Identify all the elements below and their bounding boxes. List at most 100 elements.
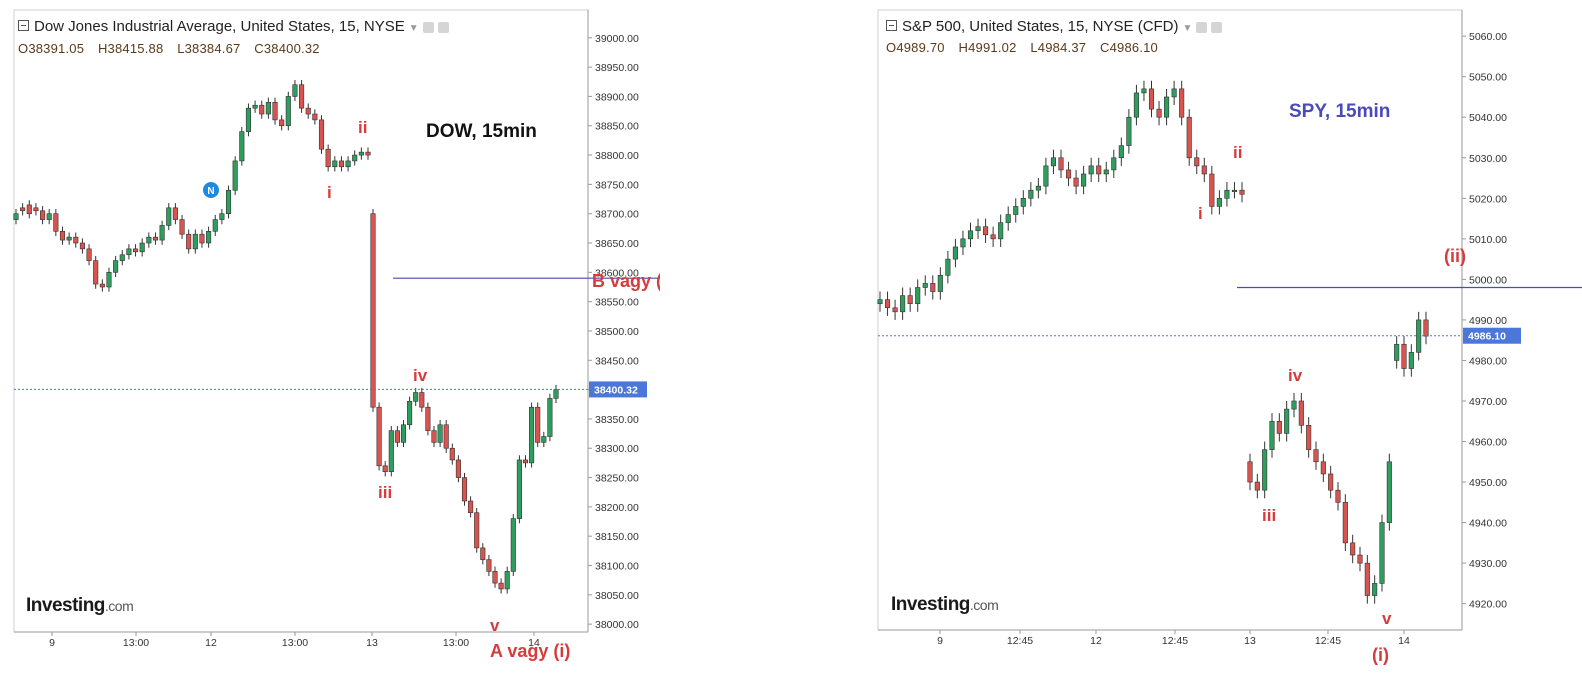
candle-body <box>233 161 238 190</box>
candle-body <box>377 407 382 466</box>
candle-body <box>306 108 311 114</box>
candle-body <box>1277 421 1282 433</box>
candle-body <box>1306 425 1311 449</box>
high-value: 4991.02 <box>968 40 1016 55</box>
x-tick-label: 12:45 <box>1007 635 1033 647</box>
candle-body <box>240 132 245 161</box>
candle-body <box>523 460 528 463</box>
y-tick-label: 38300.00 <box>595 443 639 455</box>
candle-body <box>1248 462 1253 482</box>
chevron-down-icon[interactable]: ▼ <box>409 23 419 34</box>
collapse-icon[interactable] <box>18 20 29 31</box>
y-tick-label: 38550.00 <box>595 297 639 309</box>
y-tick-label: 5050.00 <box>1469 72 1507 84</box>
settings-icon[interactable] <box>1196 22 1207 33</box>
candle-body <box>107 272 112 287</box>
logo-suffix: .com <box>970 597 998 613</box>
candle-body <box>1157 109 1162 117</box>
spx-chart[interactable]: 5060.00 5050.00 5040.00 5030.00 5020.00 5010.… <box>870 0 1582 680</box>
candle-body <box>1328 474 1333 490</box>
candle-body <box>1336 490 1341 502</box>
candle-body <box>998 223 1003 239</box>
candle-body <box>1387 462 1392 523</box>
collapse-icon[interactable] <box>886 20 897 31</box>
spx-annotation-title: SPY, 15min <box>1289 101 1390 122</box>
y-tick-label: 38350.00 <box>595 414 639 426</box>
investing-logo: Investing.com <box>26 595 133 617</box>
candle-body <box>1104 170 1109 174</box>
y-tick-label: 38950.00 <box>595 62 639 74</box>
candle-body <box>493 571 498 583</box>
candle-body <box>1409 352 1414 368</box>
candle-body <box>961 239 966 247</box>
low-label: L <box>1030 40 1037 55</box>
candle-body <box>1394 344 1399 360</box>
open-label: O <box>886 40 896 55</box>
logo-text: Investing <box>26 595 105 616</box>
logo-suffix: .com <box>105 598 133 614</box>
close-value: 4986.10 <box>1110 40 1158 55</box>
x-tick-label: 14 <box>1398 635 1410 647</box>
candle-body <box>1210 174 1215 206</box>
candle-body <box>511 519 516 572</box>
y-tick-label: 4960.00 <box>1469 437 1507 449</box>
candle-body <box>1066 170 1071 178</box>
candle-body <box>468 501 473 513</box>
investing-logo: Investing.com <box>891 594 998 616</box>
candle-body <box>359 152 364 155</box>
candle-body <box>991 235 996 239</box>
candle-body <box>915 287 920 303</box>
candle-body <box>339 161 344 167</box>
y-tick-label: 5060.00 <box>1469 31 1507 43</box>
y-tick-label: 38200.00 <box>595 502 639 514</box>
wave-label-v: v <box>490 616 500 635</box>
dow-chart[interactable]: 39000.00 38950.00 38900.00 38850.00 38800.00… <box>0 0 660 680</box>
candle-body <box>40 211 45 220</box>
chevron-down-icon[interactable]: ▼ <box>1183 23 1193 34</box>
close-label: C <box>254 41 264 56</box>
candle-body <box>383 466 388 472</box>
bottom-wave-label: (i) <box>1372 645 1389 665</box>
settings-icon[interactable] <box>423 22 434 33</box>
candle-body <box>1014 206 1019 214</box>
candle-body <box>186 234 191 249</box>
candle-body <box>371 214 376 407</box>
y-tick-label: 38100.00 <box>595 561 639 573</box>
y-tick-label: 5000.00 <box>1469 274 1507 286</box>
candle-body <box>1006 215 1011 223</box>
candle-body <box>1081 174 1086 186</box>
candle-body <box>87 249 92 261</box>
candle-body <box>1225 190 1230 198</box>
candle-body <box>413 393 418 402</box>
candle-body <box>438 425 443 443</box>
candle-body <box>1127 117 1132 145</box>
candle-body <box>1149 89 1154 109</box>
low-value: 38384.67 <box>185 41 241 56</box>
candle-body <box>554 390 559 399</box>
candle-body <box>542 437 547 443</box>
candle-body <box>946 259 951 275</box>
candle-body <box>279 120 284 126</box>
candle-body <box>1343 502 1348 543</box>
dow-chart-panel: 39000.00 38950.00 38900.00 38850.00 38800.00… <box>0 0 660 680</box>
gear-icon[interactable] <box>438 22 449 33</box>
y-tick-label: 38850.00 <box>595 121 639 133</box>
wave-label-v: v <box>1382 609 1392 628</box>
candle-body <box>1314 450 1319 462</box>
wave-label-i: i <box>327 183 332 202</box>
spx-chart-panel: 5060.00 5050.00 5040.00 5030.00 5020.00 5010.… <box>870 0 1582 680</box>
candle-body <box>60 231 65 240</box>
candle-body <box>1358 555 1363 563</box>
gear-icon[interactable] <box>1211 22 1222 33</box>
y-tick-label: 38500.00 <box>595 326 639 338</box>
candle-body <box>147 237 152 243</box>
candle-body <box>193 234 198 249</box>
x-tick-label: 13 <box>1244 635 1256 647</box>
spx-ohlc-readout: O4989.70 H4991.02 L4984.37 C4986.10 <box>886 40 1168 55</box>
x-tick-label: 13 <box>366 637 378 649</box>
y-tick-label: 5020.00 <box>1469 193 1507 205</box>
wave-label-iv: iv <box>413 366 428 385</box>
candle-body <box>444 425 449 448</box>
candle-body <box>299 85 304 108</box>
news-badge-label: N <box>207 186 214 197</box>
